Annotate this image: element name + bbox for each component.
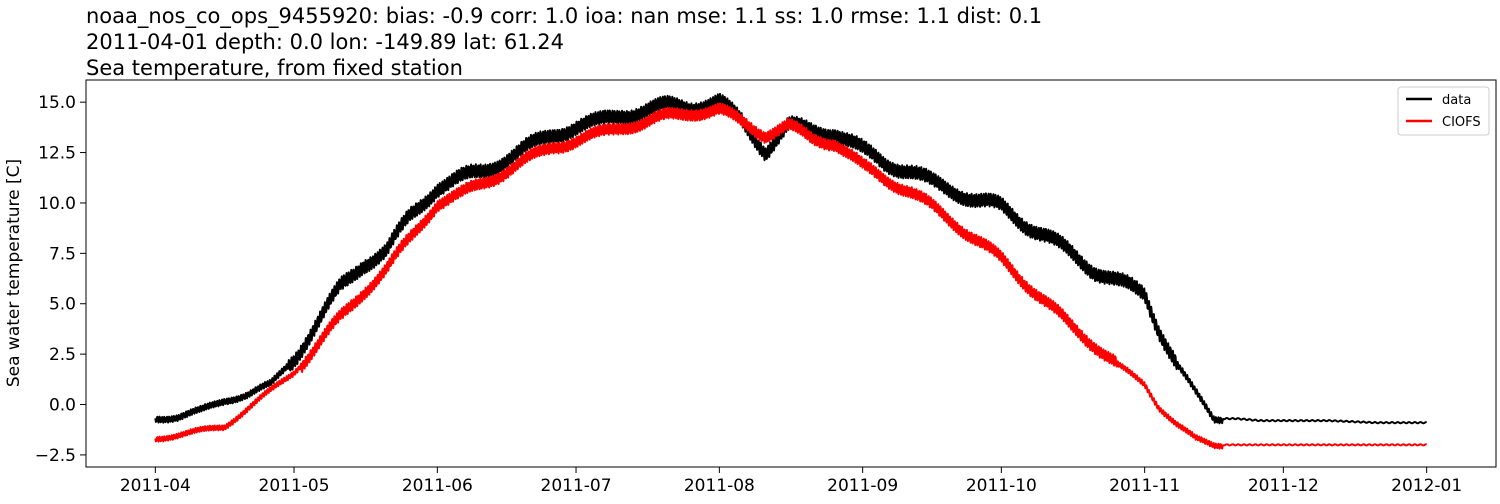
x-axis: 2011-04 2011-05 2011-06 2011-07 2011-08 2011-… [120, 467, 1462, 496]
y-tick-label: 2.5 [49, 345, 76, 365]
series-line-ciofs [154, 102, 1428, 450]
x-tick-label: 2011-04 [120, 476, 191, 496]
x-tick-label: 2011-05 [259, 476, 330, 496]
y-tick-label: −2.5 [35, 446, 76, 466]
y-tick-label: 10.0 [38, 194, 76, 214]
chart-title-line-3: Sea temperature, from fixed station [86, 56, 463, 80]
y-tick-label: 5.0 [49, 295, 76, 315]
y-tick-label: 0.0 [49, 396, 76, 416]
chart-series [154, 92, 1428, 450]
x-tick-label: 2011-07 [541, 476, 612, 496]
x-tick-label: 2011-06 [402, 476, 473, 496]
y-tick-label: 15.0 [38, 93, 76, 113]
chart-title: noaa_nos_co_ops_9455920: bias: -0.9 corr… [86, 4, 1042, 80]
series-line-data [154, 92, 1428, 425]
x-tick-label: 2011-10 [966, 476, 1037, 496]
y-axis-label: Sea water temperature [C] [4, 159, 24, 387]
x-tick-label: 2011-09 [827, 476, 898, 496]
y-tick-label: 7.5 [49, 244, 76, 264]
y-axis: −2.5 0.0 2.5 5.0 7.5 10.0 12.5 15.0 [35, 93, 86, 466]
x-tick-label: 2011-12 [1248, 476, 1319, 496]
x-tick-label: 2011-11 [1109, 476, 1180, 496]
plot-frame [85, 79, 1497, 468]
legend: data CIOFS [1397, 86, 1490, 136]
x-tick-label: 2012-01 [1391, 476, 1462, 496]
chart-title-line-2: 2011-04-01 depth: 0.0 lon: -149.89 lat: … [86, 30, 564, 54]
legend-label-data: data [1442, 93, 1471, 108]
y-tick-label: 12.5 [38, 144, 76, 164]
legend-label-ciofs: CIOFS [1442, 115, 1481, 130]
x-tick-label: 2011-08 [684, 476, 755, 496]
chart-title-line-1: noaa_nos_co_ops_9455920: bias: -0.9 corr… [86, 4, 1042, 29]
